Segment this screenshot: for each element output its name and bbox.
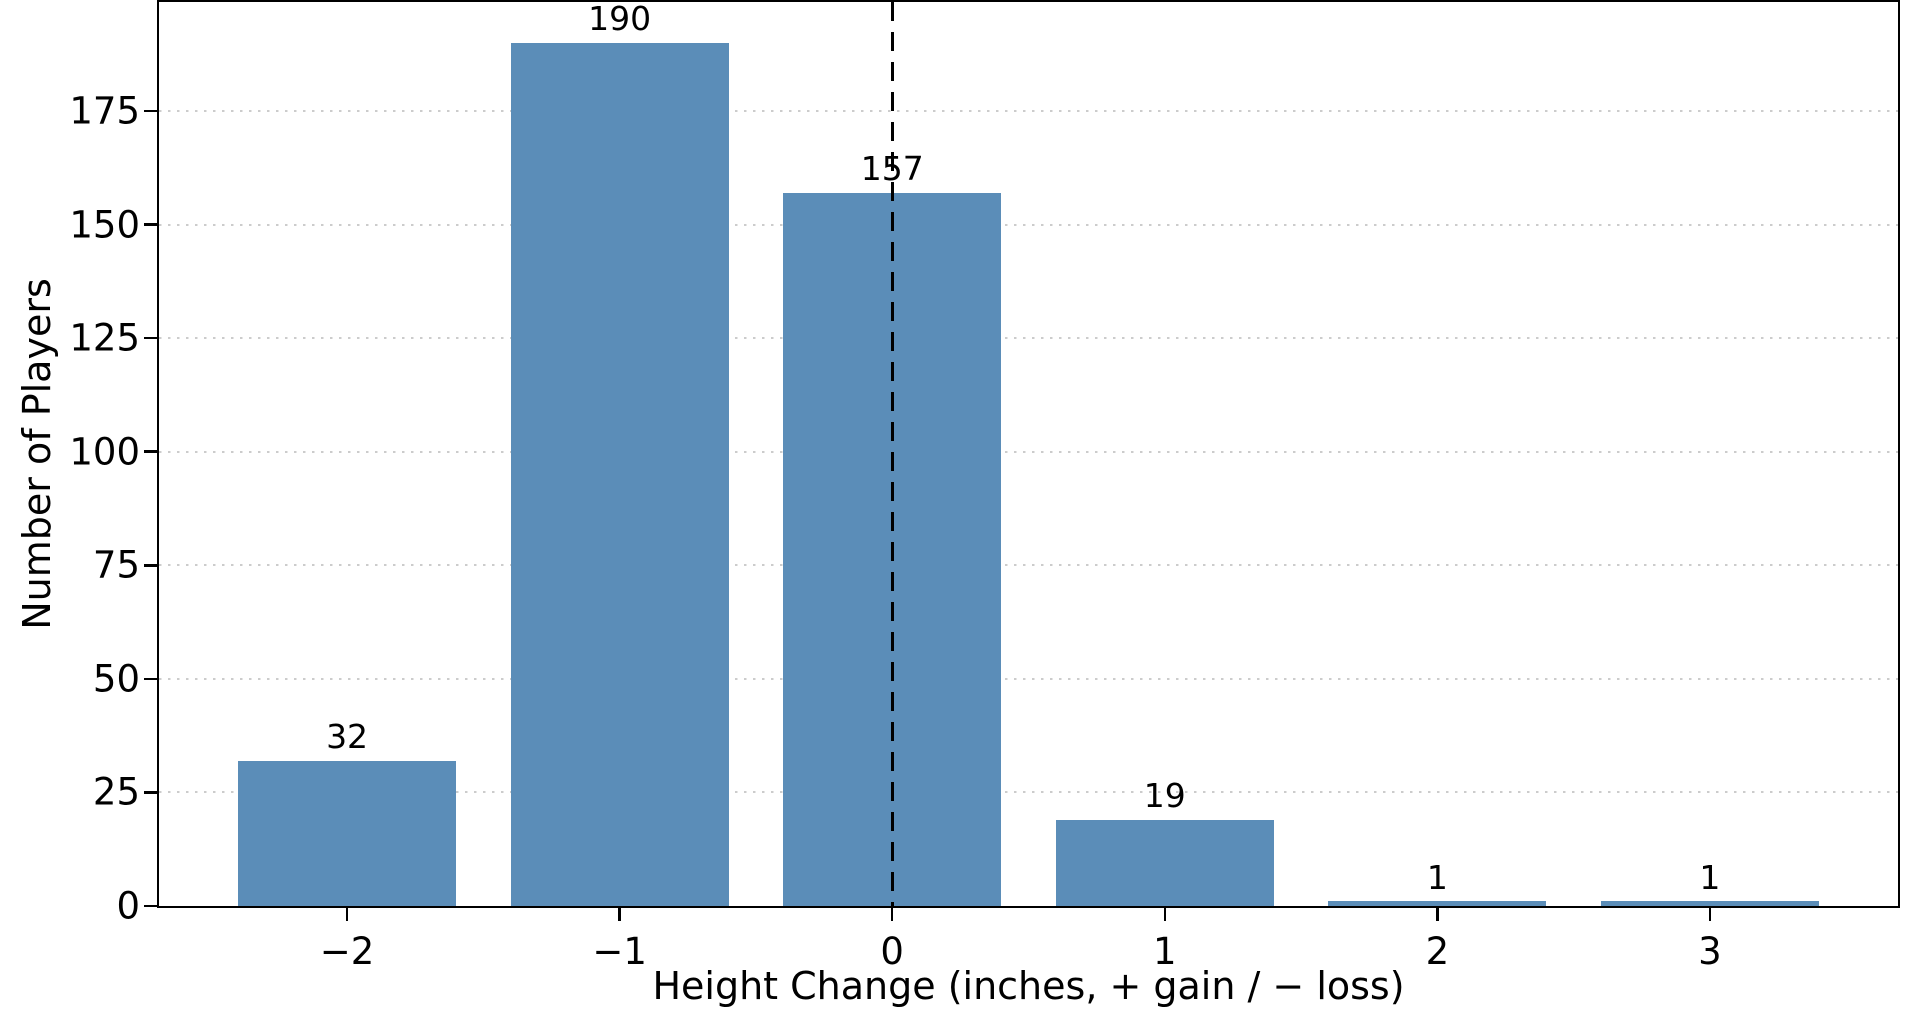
x-tick [890,906,894,921]
bar [1328,901,1547,906]
x-tick-label: −1 [592,930,647,973]
x-tick [618,906,621,921]
bar [238,760,457,906]
y-tick [144,791,159,794]
y-gridline [159,223,1898,226]
x-tick-label: 2 [1425,930,1450,973]
x-tick-label: 3 [1698,930,1722,973]
y-tick [144,223,159,226]
y-gridline [159,677,1898,680]
bar-value-label: 157 [860,149,924,189]
bar-value-label: 190 [588,0,652,39]
x-axis-label: Height Change (inches, + gain / − loss) [652,964,1405,1008]
y-tick-label: 0 [116,884,140,928]
x-tick [1708,906,1712,921]
y-tick-label: 175 [69,89,140,133]
y-tick-label: 125 [69,316,140,360]
y-gridline [159,450,1898,453]
bar [1600,901,1819,906]
bar [1055,819,1274,906]
y-tick-label: 75 [92,543,140,587]
bar-value-label: 1 [1699,857,1721,897]
y-tick-label: 50 [92,657,140,701]
y-tick-label: 100 [69,430,140,474]
y-tick [144,677,159,681]
y-gridline [159,337,1898,340]
bar-value-label: 19 [1143,776,1186,816]
y-tick-label: 25 [92,770,140,814]
x-tick-label: −2 [319,930,375,973]
bar-value-label: 32 [326,717,369,756]
y-tick [144,336,159,340]
zero-reference-line [890,2,894,906]
y-tick [144,109,159,113]
y-tick-label: 150 [69,203,140,247]
y-gridline [159,791,1898,794]
x-tick-label: 0 [880,930,904,973]
x-tick [1163,906,1167,921]
y-gridline [159,564,1898,567]
bar-value-label: 1 [1426,857,1448,897]
y-tick [144,450,159,453]
x-tick-label: 1 [1153,930,1177,973]
bar [510,42,729,906]
x-tick [345,906,349,921]
y-tick [144,564,159,567]
x-tick [1436,906,1439,921]
y-tick [144,904,159,908]
y-gridline [159,110,1898,113]
